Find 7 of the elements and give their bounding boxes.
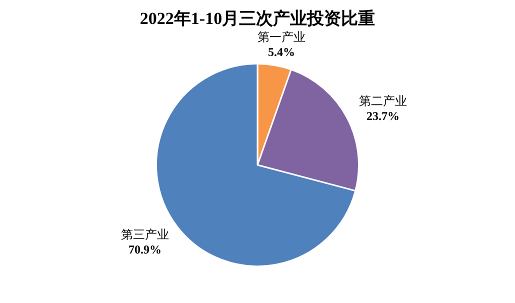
slice-label: 第一产业 <box>257 30 306 44</box>
data-label: 5.4% <box>268 45 295 60</box>
slice-label: 第三产业 <box>120 227 169 242</box>
data-label: 23.7% <box>366 109 400 124</box>
slice-label: 第二产业 <box>359 94 408 108</box>
data-label: 70.9% <box>128 242 162 256</box>
chart-title: 2022年1-10月三次产业投资比重 <box>140 9 376 28</box>
